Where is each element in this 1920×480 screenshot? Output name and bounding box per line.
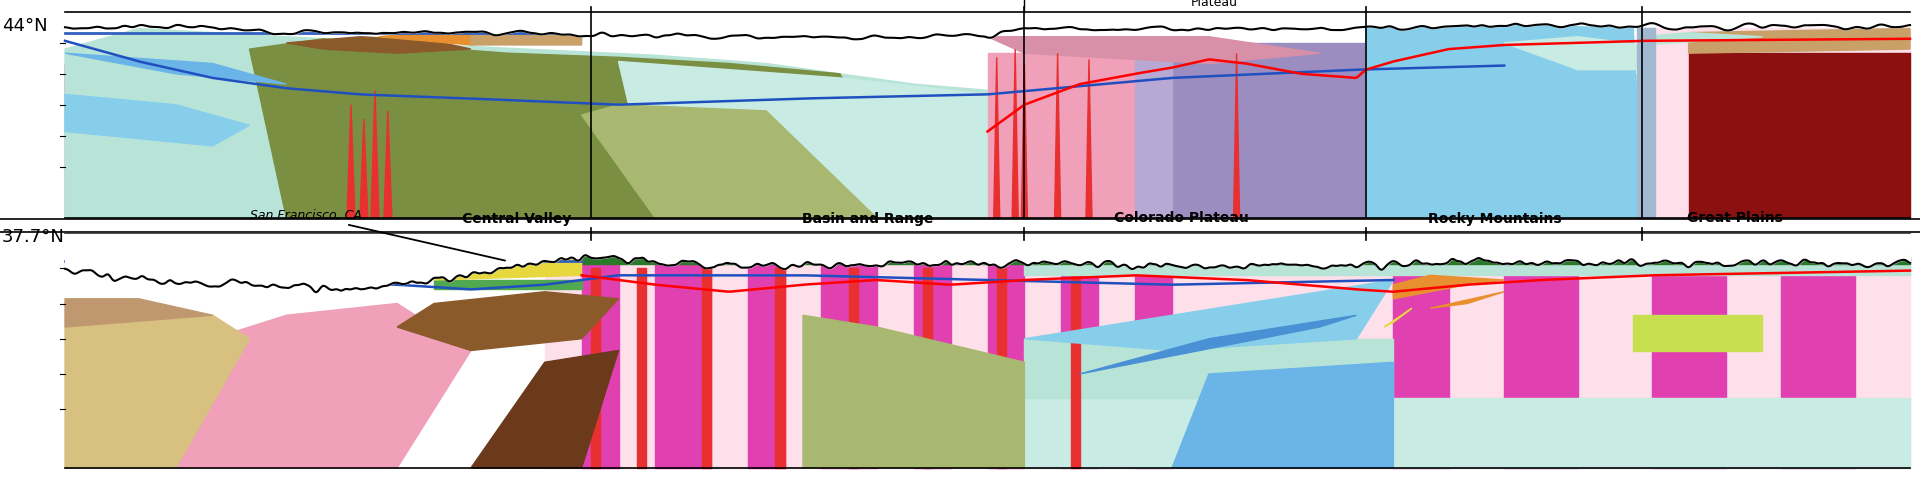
Polygon shape	[1025, 280, 1394, 350]
Polygon shape	[177, 303, 470, 468]
Text: San Francisco, CA: San Francisco, CA	[250, 208, 505, 261]
Text: Rocky Mountains: Rocky Mountains	[1428, 212, 1561, 226]
Text: 44°N: 44°N	[2, 17, 48, 35]
Text: Colorado Plateau: Colorado Plateau	[1114, 212, 1248, 226]
Polygon shape	[397, 292, 618, 350]
Polygon shape	[1054, 53, 1060, 218]
Polygon shape	[582, 105, 877, 218]
Polygon shape	[250, 39, 914, 218]
Text: 37.7°N: 37.7°N	[2, 228, 65, 246]
Polygon shape	[65, 53, 286, 84]
Polygon shape	[1688, 28, 1910, 53]
Polygon shape	[65, 95, 250, 146]
Polygon shape	[1233, 53, 1240, 218]
Text: Basin and Range: Basin and Range	[803, 212, 933, 226]
Polygon shape	[65, 299, 213, 327]
Polygon shape	[1394, 276, 1503, 299]
Polygon shape	[65, 115, 987, 218]
Polygon shape	[65, 315, 250, 468]
Polygon shape	[1087, 60, 1092, 218]
Polygon shape	[371, 90, 378, 218]
Polygon shape	[987, 37, 1319, 63]
Polygon shape	[1365, 24, 1642, 218]
Polygon shape	[359, 119, 369, 218]
Text: Central Valley: Central Valley	[463, 212, 572, 226]
Polygon shape	[1503, 37, 1642, 70]
Polygon shape	[1642, 33, 1763, 45]
Text: Plateau: Plateau	[1190, 0, 1238, 9]
Polygon shape	[1012, 49, 1018, 218]
Text: Great Plains: Great Plains	[1688, 212, 1782, 226]
Polygon shape	[378, 28, 545, 45]
Polygon shape	[65, 115, 138, 218]
Polygon shape	[286, 37, 470, 53]
Polygon shape	[384, 111, 392, 218]
Polygon shape	[618, 61, 987, 218]
Polygon shape	[470, 31, 582, 45]
Polygon shape	[803, 315, 1025, 468]
Polygon shape	[1079, 315, 1357, 374]
Polygon shape	[65, 63, 129, 115]
Polygon shape	[65, 28, 987, 218]
Polygon shape	[995, 57, 1000, 218]
Polygon shape	[470, 350, 618, 468]
Polygon shape	[1171, 362, 1394, 468]
Polygon shape	[1384, 308, 1411, 327]
Polygon shape	[1430, 292, 1503, 308]
Polygon shape	[348, 105, 355, 218]
Polygon shape	[1021, 63, 1027, 218]
Polygon shape	[434, 256, 582, 280]
